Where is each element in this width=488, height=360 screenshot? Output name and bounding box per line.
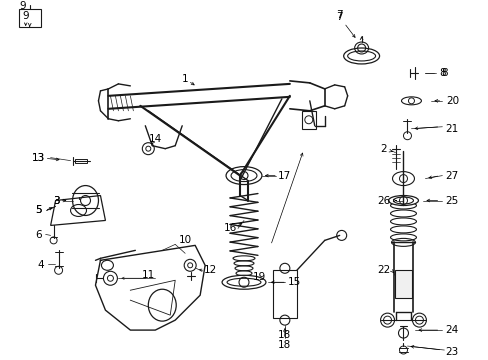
Text: 3: 3 xyxy=(53,195,60,206)
Text: 7: 7 xyxy=(336,10,342,20)
Text: 3: 3 xyxy=(53,195,60,206)
Text: 22: 22 xyxy=(376,265,389,275)
Text: 26: 26 xyxy=(376,195,389,206)
Text: 16: 16 xyxy=(223,224,236,233)
Text: 23: 23 xyxy=(445,347,458,357)
Text: 7: 7 xyxy=(336,12,342,22)
Text: 17: 17 xyxy=(278,171,291,181)
Text: 4: 4 xyxy=(37,260,44,270)
Text: 27: 27 xyxy=(445,171,458,181)
Text: 9: 9 xyxy=(20,1,26,11)
Bar xyxy=(272,270,296,318)
Text: 5: 5 xyxy=(35,206,42,216)
Text: 5: 5 xyxy=(35,206,42,216)
Text: 18: 18 xyxy=(278,340,291,350)
Text: 13: 13 xyxy=(32,153,45,163)
Bar xyxy=(19,9,41,27)
Text: 10: 10 xyxy=(178,235,191,246)
Ellipse shape xyxy=(388,195,418,206)
Text: 8: 8 xyxy=(440,68,447,78)
Text: 14: 14 xyxy=(148,134,162,144)
Text: 20: 20 xyxy=(445,96,458,106)
Text: 2: 2 xyxy=(380,144,386,154)
Text: 24: 24 xyxy=(445,325,458,335)
Text: 13: 13 xyxy=(32,153,45,163)
Text: 9: 9 xyxy=(22,11,29,21)
Text: 25: 25 xyxy=(445,195,458,206)
Bar xyxy=(74,159,86,163)
Ellipse shape xyxy=(225,167,262,185)
Text: 21: 21 xyxy=(445,124,458,134)
Text: 6: 6 xyxy=(35,230,42,240)
Ellipse shape xyxy=(401,97,421,105)
Text: 18: 18 xyxy=(278,330,291,340)
Text: 12: 12 xyxy=(203,265,216,275)
Ellipse shape xyxy=(343,48,379,64)
Text: 1: 1 xyxy=(182,74,188,84)
Bar xyxy=(394,270,411,298)
Text: 8: 8 xyxy=(438,68,445,78)
Ellipse shape xyxy=(392,172,414,185)
Text: 11: 11 xyxy=(142,270,155,280)
Text: 19: 19 xyxy=(252,273,266,283)
Bar xyxy=(301,111,315,129)
Text: 15: 15 xyxy=(287,277,301,287)
Ellipse shape xyxy=(222,275,265,289)
